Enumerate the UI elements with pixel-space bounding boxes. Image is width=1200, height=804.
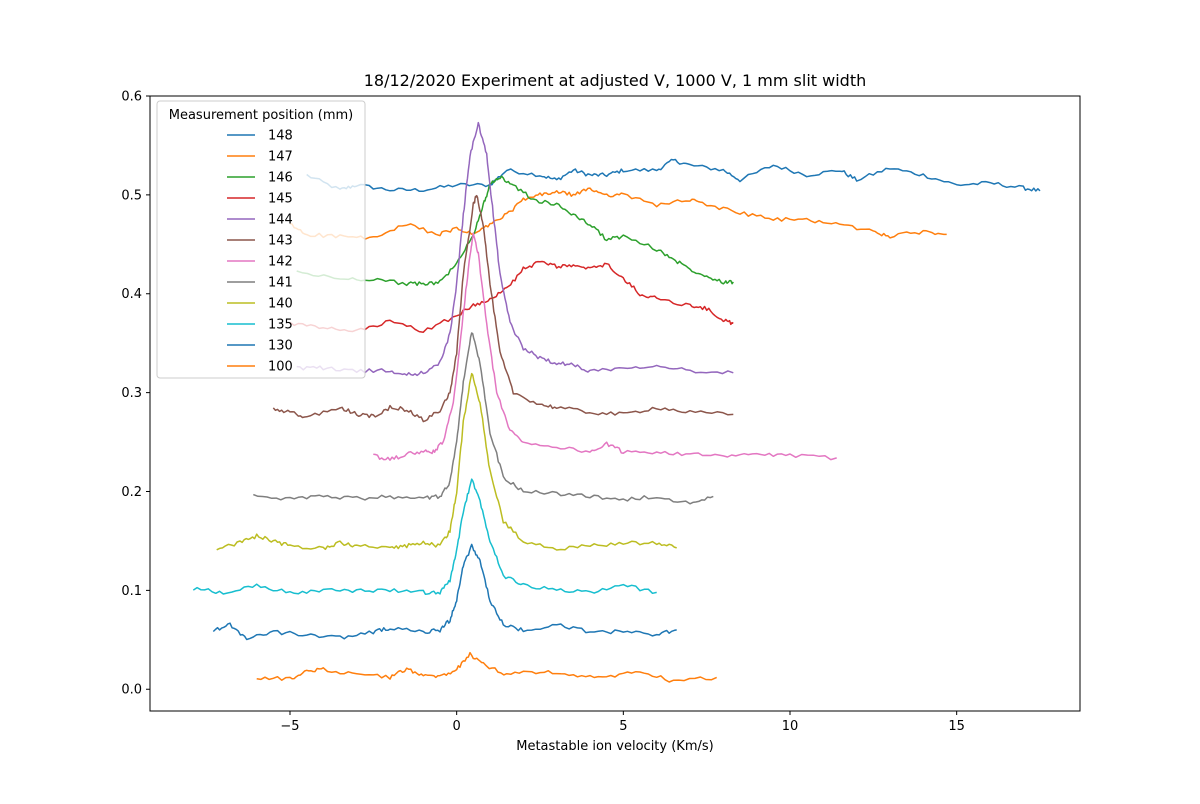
series-line-147 [289, 187, 947, 240]
legend-label-142: 142 [268, 255, 293, 270]
y-tick-label: 0.4 [121, 287, 142, 302]
series-line-140 [216, 372, 677, 551]
x-tick-label: 15 [948, 719, 965, 734]
legend-label-100: 100 [268, 360, 293, 375]
series-line-143 [272, 194, 734, 423]
x-tick-label: 10 [782, 719, 799, 734]
series-line-145 [289, 260, 734, 333]
x-tick-label: 0 [453, 719, 461, 734]
chart-title: 18/12/2020 Experiment at adjusted V, 100… [363, 71, 867, 90]
axes-frame [149, 95, 1081, 712]
x-tick-label: 5 [619, 719, 627, 734]
legend-label-141: 141 [268, 276, 293, 291]
legend-label-146: 146 [268, 171, 293, 186]
legend-label-147: 147 [268, 150, 293, 165]
y-tick-label: 0.1 [121, 584, 142, 599]
series-line-135 [192, 478, 657, 595]
legend-label-144: 144 [268, 213, 293, 228]
x-axis-label: Metastable ion velocity (Km/s) [516, 739, 714, 754]
y-tick-label: 0.3 [121, 386, 142, 401]
series-line-146 [296, 175, 734, 287]
legend-label-148: 148 [268, 129, 293, 144]
legend-label-140: 140 [268, 297, 293, 312]
series-line-130 [212, 543, 677, 641]
legend-title: Measurement position (mm) [169, 108, 353, 123]
y-tick-label: 0.5 [121, 188, 142, 203]
x-tick-label: −5 [280, 719, 299, 734]
series-line-148 [306, 158, 1041, 193]
series-line-100 [256, 651, 718, 683]
y-tick-label: 0.6 [121, 90, 142, 105]
series-line-142 [373, 232, 837, 461]
legend-label-135: 135 [268, 318, 293, 333]
y-tick-label: 0.0 [121, 683, 142, 698]
series-line-141 [253, 332, 714, 505]
legend-label-143: 143 [268, 234, 293, 249]
legend-box [156, 100, 366, 379]
legend-label-145: 145 [268, 192, 293, 207]
series-line-144 [296, 121, 734, 377]
y-tick-label: 0.2 [121, 485, 142, 500]
legend-label-130: 130 [268, 339, 293, 354]
